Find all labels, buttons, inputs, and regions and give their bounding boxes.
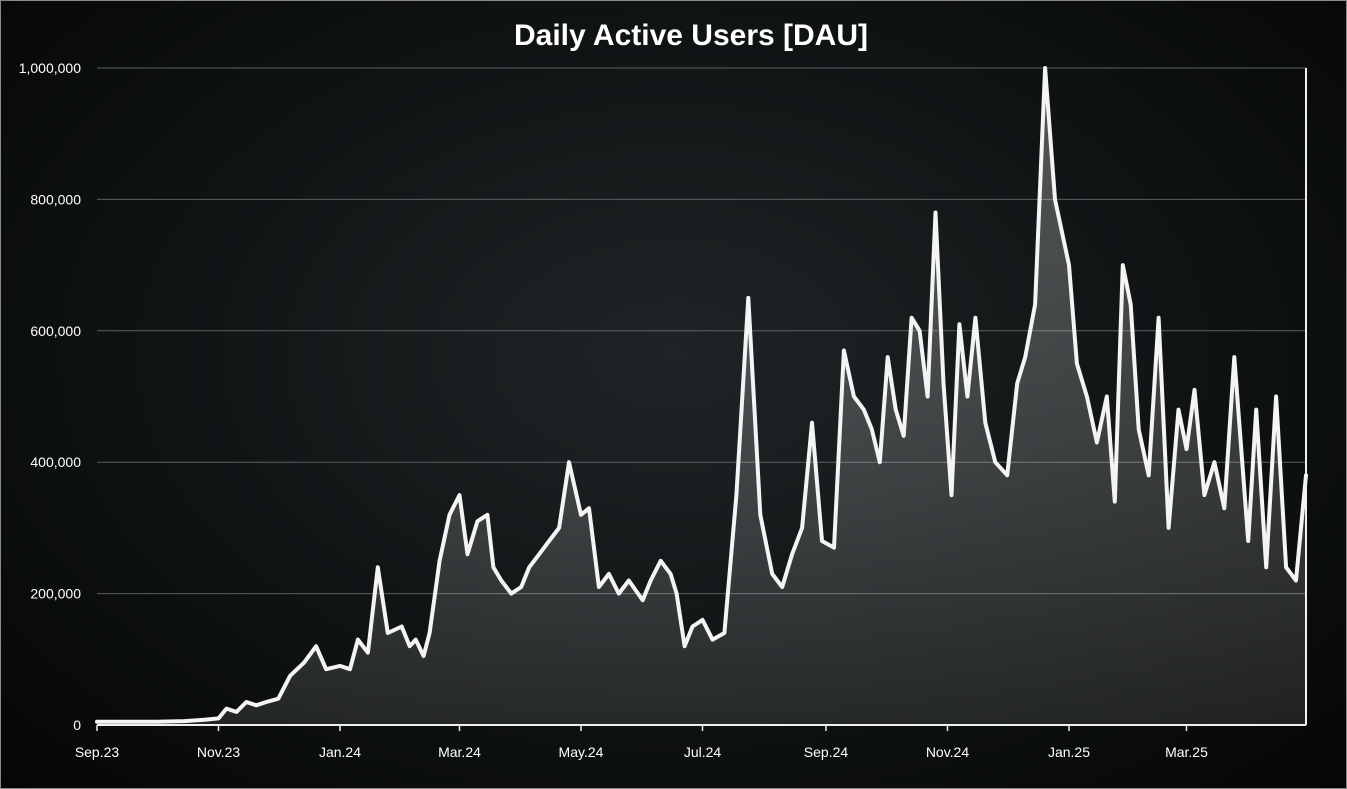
y-tick-label: 0 [73, 717, 81, 733]
x-tick-label: Jul.24 [684, 744, 722, 760]
plot-area [95, 66, 1308, 725]
x-axis: Sep.23 Nov.23 Jan.24 Mar.24 May.24 Jul.24 Sep.… [75, 68, 1307, 760]
series-line [95, 66, 1308, 724]
series-area [97, 68, 1306, 725]
x-tick-label: Mar.24 [438, 744, 481, 760]
x-tick-label: Sep.24 [804, 744, 849, 760]
chart-title: Daily Active Users [DAU] [514, 19, 868, 52]
y-tick-label: 200,000 [30, 586, 81, 602]
x-tick-label: Nov.23 [197, 744, 241, 760]
y-tick-label: 1,000,000 [19, 60, 81, 76]
x-tick-label: Jan.24 [319, 744, 361, 760]
x-tick-label: Mar.25 [1165, 744, 1208, 760]
y-tick-label: 600,000 [30, 323, 81, 339]
x-tick-label: Jan.25 [1048, 744, 1090, 760]
x-tick-label: Sep.23 [75, 744, 120, 760]
x-tick-label: May.24 [559, 744, 604, 760]
y-axis: 0 200,000 400,000 600,000 800,000 1,000,000 [19, 60, 82, 733]
x-tick-label: Nov.24 [926, 744, 970, 760]
y-tick-label: 400,000 [30, 454, 81, 470]
y-tick-label: 800,000 [30, 191, 81, 207]
